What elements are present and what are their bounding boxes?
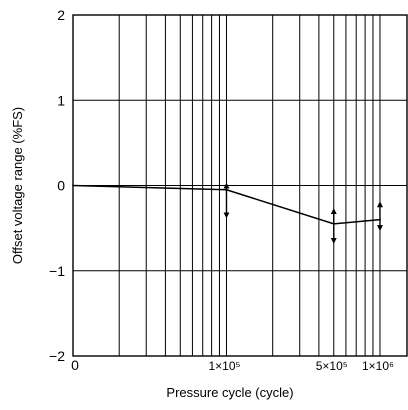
range-arrows xyxy=(223,182,383,244)
x-tick-label: 1×10⁶ xyxy=(362,359,394,373)
y-axis-title: Offset voltage range (%FS) xyxy=(10,107,25,264)
x-axis-title: Pressure cycle (cycle) xyxy=(166,385,293,400)
y-tick-labels: 2 1 0 −1 −2 xyxy=(49,7,65,364)
data-point xyxy=(72,184,74,187)
y-tick-label: −1 xyxy=(49,263,65,279)
x-tick-label: 0 xyxy=(71,357,79,373)
x-tick-labels: 0 1×10⁵ 5×10⁵ 1×10⁶ xyxy=(71,357,394,373)
y-tick-label: 1 xyxy=(57,92,65,108)
x-tick-label: 1×10⁵ xyxy=(208,359,240,373)
x-tick-label: 5×10⁵ xyxy=(316,359,348,373)
horizontal-gridlines xyxy=(73,14,407,357)
y-tick-label: 2 xyxy=(57,7,65,23)
y-tick-label: −2 xyxy=(49,348,65,364)
series-line xyxy=(72,184,381,225)
y-tick-label: 0 xyxy=(57,178,65,194)
